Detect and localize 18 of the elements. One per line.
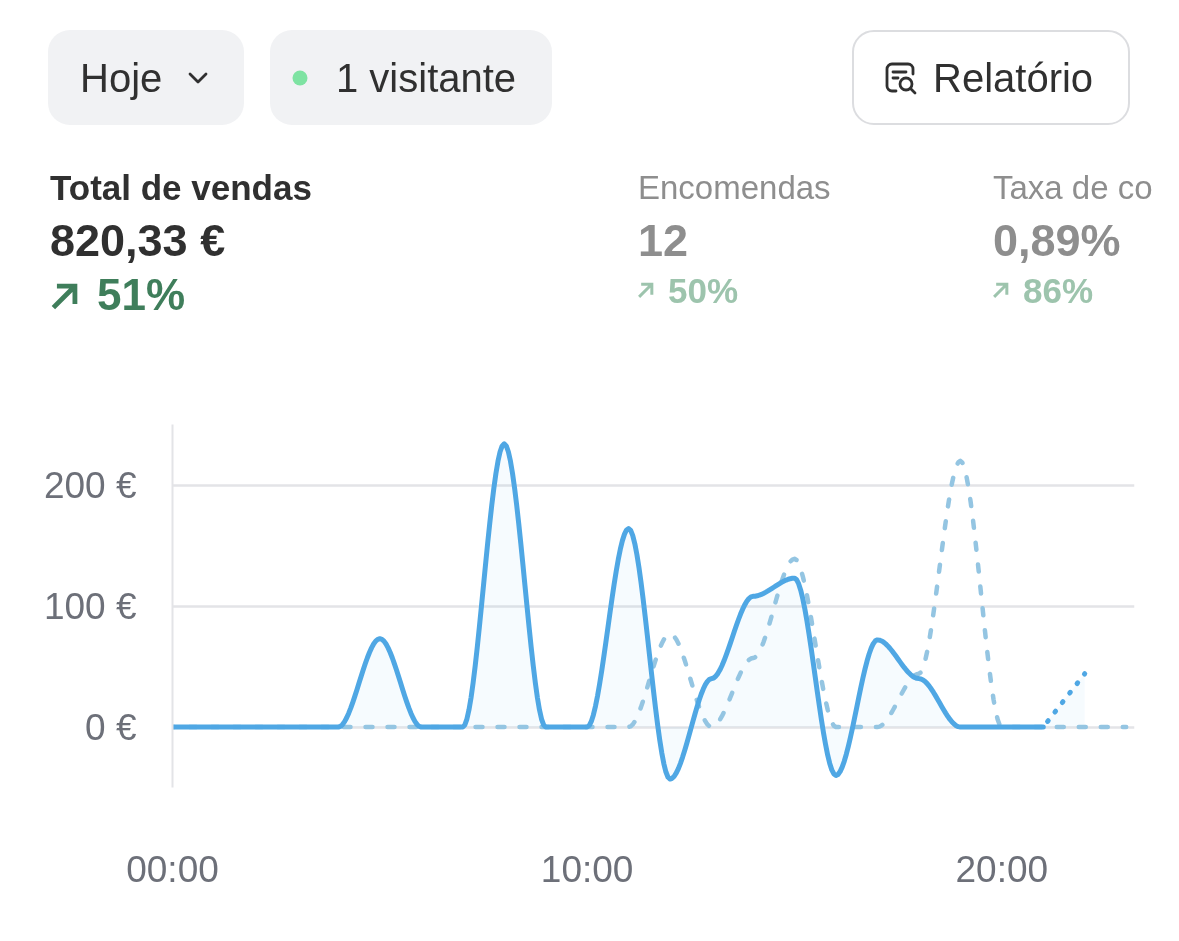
y-tick-label: 0 €: [85, 706, 137, 748]
text: Taxa de co: [993, 168, 1153, 206]
y-tick-label: 200 €: [43, 464, 137, 506]
text: Hoje: [80, 56, 163, 100]
text: 50%: [668, 270, 739, 310]
y-tick-label: 100 €: [43, 585, 137, 627]
x-tick-label: 20:00: [955, 848, 1049, 890]
chart-subtitle: 820,33 €: [50, 214, 226, 266]
text: Relatório: [933, 56, 1094, 100]
text: 0,89%: [993, 214, 1121, 266]
chart-title: Total de vendas: [50, 167, 312, 207]
text: Encomendas: [638, 168, 831, 206]
text: 12: [638, 214, 689, 266]
text: 51%: [97, 270, 186, 319]
x-tick-label: 00:00: [126, 848, 219, 890]
text: 86%: [1023, 270, 1094, 310]
x-tick-label: 10:00: [540, 848, 634, 890]
text: 1 visitante: [336, 56, 517, 100]
